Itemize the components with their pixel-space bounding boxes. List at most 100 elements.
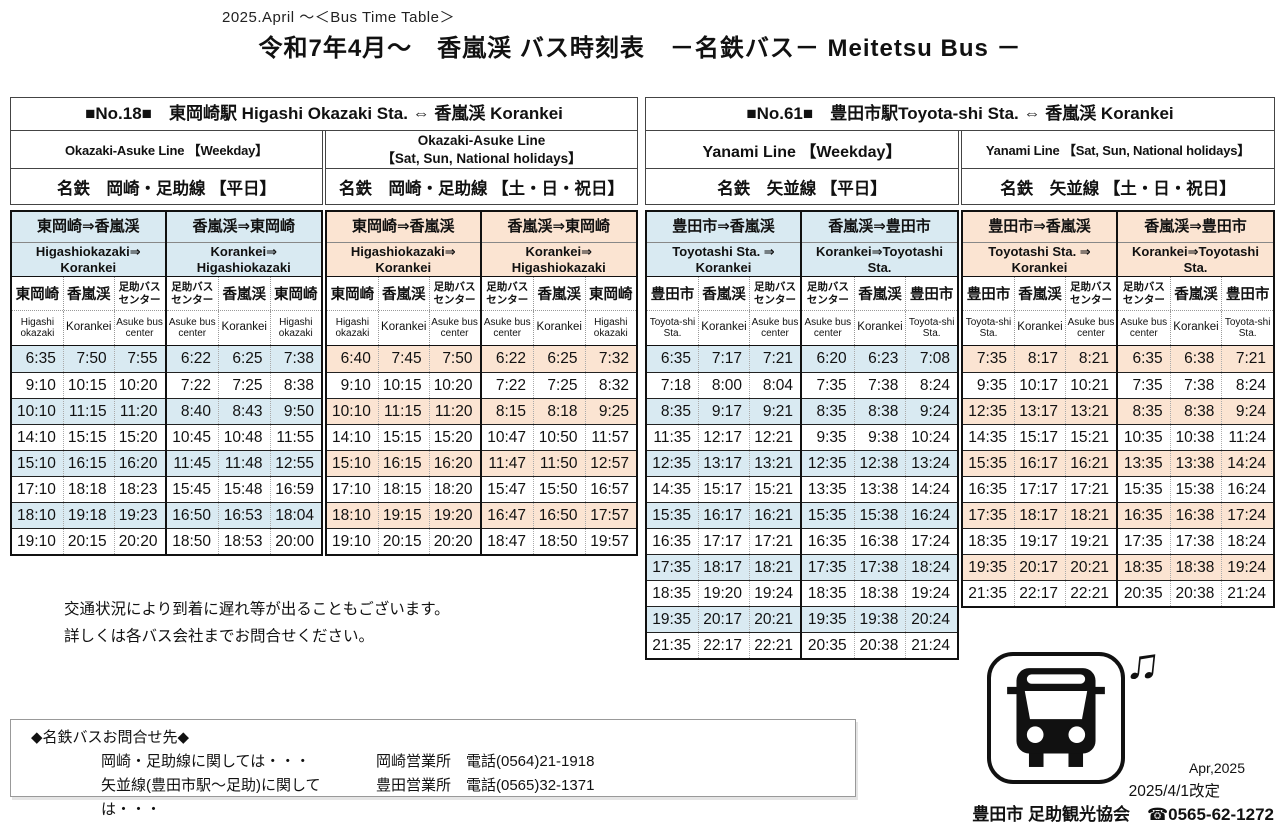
time-cell: 7:17	[698, 346, 749, 372]
time-cell: 11:47	[488, 455, 526, 472]
time-cell: 10:17	[1014, 373, 1065, 398]
station-header-cell: Toyota-shi Sta.	[649, 316, 696, 340]
time-row: 6:40 7:45 7:50	[327, 346, 480, 372]
time-cell: 17:24	[905, 529, 957, 554]
time-cell: 8:40	[180, 403, 211, 420]
time-cell: 17:17	[1014, 477, 1065, 502]
time-cell: 17:38	[853, 555, 906, 580]
time-row: 8:35 9:17 9:21	[647, 398, 800, 424]
direction-header-en: Toyotashi Sta. ⇒ Korankei	[963, 243, 1116, 277]
time-cell: 15:35	[807, 507, 847, 524]
time-cell: 13:21	[749, 451, 800, 476]
time-cell: 18:15	[377, 477, 429, 502]
time-cell: 16:50	[172, 507, 211, 524]
time-cell: 12:35	[968, 403, 1007, 420]
time-cell: 14:35	[968, 429, 1007, 446]
time-cell: 16:59	[269, 477, 322, 502]
station-header-row-en: Asuke bus center Korankei Higashi okazaki	[481, 311, 636, 346]
time-cell: 12:57	[584, 451, 637, 476]
time-cell: 7:22	[180, 377, 211, 394]
line-name-jp: 名鉄 矢並線 【平日】	[645, 169, 959, 205]
time-cell: 18:35	[1123, 559, 1163, 576]
time-row: 16:50 16:53 18:04	[166, 502, 321, 528]
time-cell: 15:17	[1014, 425, 1065, 450]
time-cell: 9:10	[340, 377, 371, 394]
time-cell: 10:48	[218, 425, 270, 450]
station-header-cell: Higashi okazaki	[20, 316, 55, 340]
time-cell: 20:15	[62, 529, 114, 554]
notice-line: 交通状況により到着に遅れ等が出ることもございます。	[64, 601, 450, 618]
time-cell: 19:18	[62, 503, 114, 528]
station-header-cell: 香嵐渓	[698, 277, 749, 310]
time-row: 11:35 12:17 12:21	[647, 424, 800, 450]
time-row: 11:45 11:48 12:55	[166, 450, 322, 476]
time-row: 14:35 15:17 15:21	[647, 476, 800, 502]
time-cell: 14:10	[332, 429, 371, 446]
time-row: 15:35 16:17 16:21	[963, 450, 1116, 476]
time-cell: 16:15	[377, 451, 429, 476]
time-cell: 12:35	[652, 455, 691, 472]
time-cell: 16:38	[853, 529, 906, 554]
time-cell: 18:18	[62, 477, 114, 502]
timetable-no18: ■No.18■ 東岡崎駅 Higashi Okazaki Sta. ⇔ 香嵐渓 …	[10, 97, 638, 556]
time-cell: 6:25	[218, 346, 270, 372]
direction-block: 豊田市⇒香嵐渓 Toyotashi Sta. ⇒ Korankei 豊田市 香嵐渓 足助…	[961, 210, 1118, 608]
time-row: 16:35 17:17 17:21	[963, 476, 1116, 502]
time-cell: 15:21	[749, 477, 800, 502]
station-header-cell: 足助バス センター	[113, 277, 165, 310]
time-cell: 8:38	[269, 373, 322, 398]
station-header-row-en: Toyota-shi Sta. Korankei Asuke bus center	[647, 311, 800, 346]
time-cell: 11:15	[377, 399, 429, 424]
time-cell: 8:17	[1014, 346, 1065, 372]
bus-front-icon	[1004, 661, 1108, 776]
station-header-cell: Asuke bus center	[168, 316, 216, 340]
time-cell: 15:15	[62, 425, 114, 450]
contact-box: ◆名鉄バスお問合せ先◆ 岡崎・足助線に関しては・・・ 岡崎営業所 電話(0564…	[10, 719, 856, 818]
time-cell: 8:21	[1065, 346, 1116, 372]
time-cell: 22:17	[698, 633, 749, 658]
time-cell: 17:10	[17, 481, 56, 498]
time-cell: 6:40	[340, 350, 371, 367]
station-header-row-jp: 足助バス センター 香嵐渓 東岡崎	[481, 277, 636, 311]
time-row: 6:22 6:25 7:38	[166, 346, 321, 372]
time-row: 18:50 18:53 20:00	[166, 528, 322, 554]
time-row: 6:35 6:38 7:21	[1118, 346, 1273, 372]
line-name-en: Okazaki-Asuke Line 【Weekday】	[10, 131, 323, 169]
station-header-cell: 足助バス センター	[486, 280, 529, 306]
page-title: 令和7年4月～ 香嵐渓 バス時刻表 －名鉄バス－ Meitetsu Bus －	[258, 35, 1022, 62]
station-header-cell: 豊田市	[1221, 277, 1273, 310]
time-row: 7:22 7:25 8:32	[481, 372, 636, 398]
time-cell: 20:00	[269, 529, 322, 554]
time-cell: 18:21	[749, 555, 800, 580]
direction-header-jp: 香嵐渓⇒東岡崎	[481, 212, 636, 243]
time-row: 15:10 16:15 16:20	[327, 450, 480, 476]
time-row: 10:35 10:38 11:24	[1118, 424, 1273, 450]
time-cell: 17:35	[652, 559, 691, 576]
time-cell: 18:10	[332, 507, 371, 524]
time-row: 10:10 11:15 11:20	[12, 398, 165, 424]
station-header-row-jp: 足助バス センター 香嵐渓 豊田市	[1118, 277, 1273, 311]
time-cell: 10:45	[172, 429, 211, 446]
time-cell: 12:38	[853, 451, 906, 476]
time-row: 17:35 17:38 18:24	[802, 554, 957, 580]
direction-blocks: 東岡崎⇒香嵐渓 Higashiokazaki⇒ Korankei 東岡崎 香嵐渓 足助バ…	[10, 210, 323, 556]
time-cell: 7:55	[113, 346, 165, 372]
time-cell: 18:53	[218, 529, 270, 554]
time-row: 13:35 13:38 14:24	[1118, 450, 1273, 476]
time-cell: 18:17	[698, 555, 749, 580]
time-row: 8:40 8:43 9:50	[166, 398, 321, 424]
time-cell: 15:17	[698, 477, 749, 502]
time-cell: 7:25	[533, 373, 585, 398]
time-cell: 16:17	[1014, 451, 1065, 476]
time-cell: 7:38	[1169, 373, 1222, 398]
notice-text: 交通状況により到着に遅れ等が出ることもございます。 詳しくは各バス会社までお問合…	[64, 596, 450, 650]
time-cell: 11:15	[62, 399, 114, 424]
time-cell: 19:57	[584, 529, 637, 554]
time-cell: 20:38	[853, 633, 906, 658]
direction-header-en: Higashiokazaki⇒ Korankei	[12, 243, 165, 277]
time-cell: 19:24	[749, 581, 800, 606]
time-cell: 20:35	[1123, 585, 1163, 602]
time-row: 15:35 16:17 16:21	[647, 502, 800, 528]
time-cell: 12:55	[269, 451, 322, 476]
station-header-row-en: Toyota-shi Sta. Korankei Asuke bus center	[963, 311, 1116, 346]
